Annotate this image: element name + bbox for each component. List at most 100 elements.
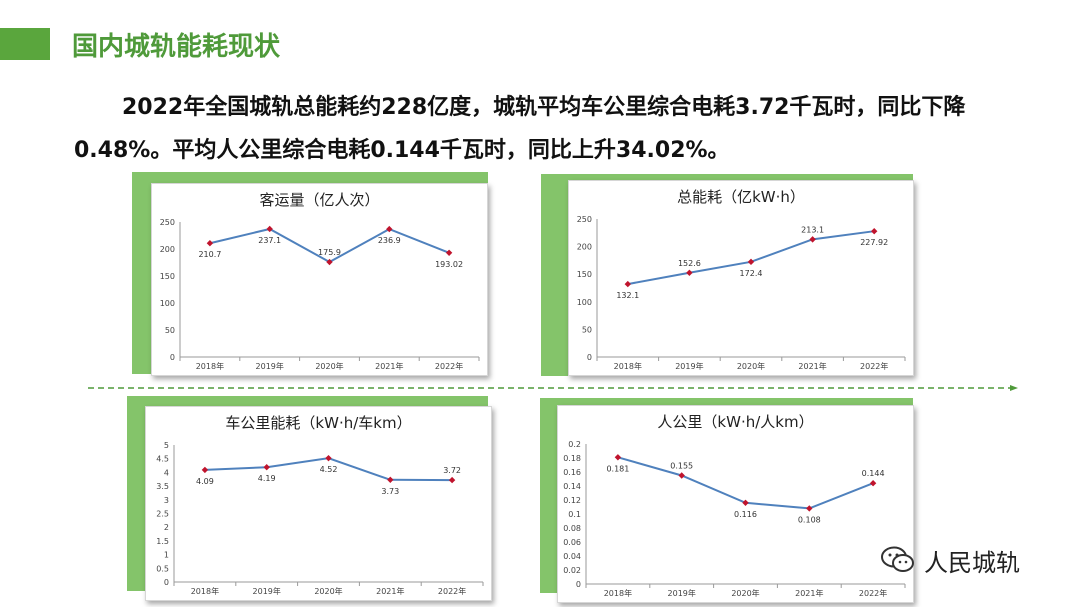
y-tick-label: 0.14 (563, 482, 581, 491)
y-tick-label: 250 (577, 215, 592, 224)
y-tick-label: 4 (164, 468, 169, 477)
y-tick-label: 5 (164, 441, 169, 450)
y-tick-label: 0.1 (568, 510, 581, 519)
x-tick-label: 2022年 (438, 586, 466, 596)
chart-car-km-energy: 车公里能耗（kW·h/车km） 0 0.5 1 1.5 2 2.5 3 3.5 4 4.5 5 2018… (156, 414, 484, 596)
data-label: 210.7 (198, 250, 221, 259)
data-point (747, 258, 755, 266)
y-tick-label: 0.18 (563, 454, 581, 463)
summary-line-2: 0.48%。平均人公里综合电耗0.144千瓦时，同比上升34.02%。 (74, 138, 730, 163)
data-point (686, 269, 693, 276)
y-tick-label: 1 (164, 551, 169, 560)
data-label: 237.1 (258, 236, 281, 245)
data-label: 236.9 (378, 236, 401, 245)
data-label: 0.116 (734, 510, 757, 519)
data-point (678, 472, 685, 479)
x-tick-label: 2020年 (731, 588, 759, 598)
data-label: 193.02 (435, 260, 463, 269)
x-tick-label: 2018年 (191, 586, 219, 596)
y-tick-label: 200 (577, 243, 592, 252)
y-tick-label: 100 (160, 299, 175, 308)
data-label: 0.155 (670, 462, 693, 471)
chart-total-energy: 总能耗（亿kW·h） 0 50 100 150 200 250 2018年 2019年 2020年… (577, 188, 906, 371)
data-label: 3.72 (443, 466, 461, 475)
x-tick-label: 2022年 (859, 588, 887, 598)
x-tick-label: 2021年 (375, 361, 403, 371)
y-tick-label: 3.5 (156, 482, 169, 491)
y-tick-label: 50 (582, 325, 592, 334)
data-point (445, 249, 453, 256)
data-label: 0.181 (606, 464, 629, 473)
chart-card-person-km-energy: 人公里（kW·h/人km） 0 0.02 0.04 0.06 0.08 0.1 0.12 0.1… (557, 405, 914, 603)
data-label: 4.52 (320, 465, 338, 474)
data-point (266, 225, 273, 233)
chart-passenger-volume: 客运量（亿人次） 0 50 100 150 200 250 2018年 2019年 2020年 20… (160, 191, 480, 371)
data-point (871, 227, 878, 235)
y-tick-label: 0 (164, 578, 169, 587)
chart-title: 人公里（kW·h/人km） (657, 413, 813, 431)
chart-card-car-km-energy: 车公里能耗（kW·h/车km） 0 0.5 1 1.5 2 2.5 3 3.5 4 4.5 5 2018… (145, 406, 492, 601)
y-tick-label: 2.5 (156, 510, 169, 519)
y-tick-label: 200 (160, 245, 175, 254)
data-point (206, 240, 214, 247)
chart-card-total-energy: 总能耗（亿kW·h） 0 50 100 150 200 250 2018年 2019年 2020年… (568, 180, 914, 376)
chart-title: 客运量（亿人次） (259, 191, 379, 209)
y-tick-label: 50 (165, 326, 175, 335)
x-tick-label: 2020年 (315, 361, 343, 371)
y-tick-label: 0.16 (563, 468, 581, 477)
x-tick-label: 2019年 (253, 586, 281, 596)
y-tick-label: 4.5 (156, 455, 169, 464)
data-point (263, 463, 270, 471)
x-tick-label: 2019年 (256, 361, 284, 371)
x-tick-label: 2018年 (604, 588, 632, 598)
wechat-icon (880, 545, 916, 575)
data-point (809, 236, 816, 243)
y-tick-label: 0.12 (563, 496, 581, 505)
data-point (448, 476, 456, 484)
x-tick-label: 2020年 (314, 586, 342, 596)
data-label: 4.19 (258, 474, 276, 483)
data-label: 4.09 (196, 477, 214, 486)
data-label: 172.4 (740, 269, 763, 278)
data-label: 0.108 (798, 515, 821, 524)
data-point (325, 454, 332, 462)
data-label: 227.92 (860, 238, 888, 247)
x-tick-label: 2018年 (196, 361, 224, 371)
x-tick-label: 2021年 (795, 588, 823, 598)
chart-title: 车公里能耗（kW·h/车km） (225, 414, 411, 432)
data-label: 152.6 (678, 259, 701, 268)
data-label: 175.9 (318, 248, 341, 257)
x-tick-label: 2021年 (798, 361, 826, 371)
data-point (201, 466, 209, 474)
data-label: 0.144 (862, 469, 885, 478)
slide-title: 国内城轨能耗现状 (72, 32, 281, 62)
data-point (624, 280, 631, 288)
y-tick-label: 0.02 (563, 566, 581, 575)
y-tick-label: 0 (576, 580, 581, 589)
y-tick-label: 0.04 (563, 552, 581, 561)
y-tick-label: 0.06 (563, 538, 581, 547)
y-tick-label: 0.2 (568, 440, 581, 449)
x-tick-label: 2022年 (435, 361, 463, 371)
dashed-arrow-divider (88, 385, 1018, 391)
summary-line-1: 2022年全国城轨总能耗约228亿度，城轨平均车公里综合电耗3.72千瓦时，同比… (122, 95, 966, 120)
x-tick-label: 2020年 (737, 361, 765, 371)
y-tick-label: 3 (164, 496, 169, 505)
data-point (326, 258, 333, 266)
data-point (742, 499, 749, 506)
chart-title: 总能耗（亿kW·h） (677, 188, 805, 206)
x-tick-label: 2018年 (614, 361, 642, 371)
y-tick-label: 250 (160, 218, 175, 227)
chart-card-passenger-volume: 客运量（亿人次） 0 50 100 150 200 250 2018年 2019年 2020年 20… (151, 183, 488, 376)
data-point (387, 476, 394, 483)
data-point (869, 480, 877, 487)
watermark-text: 人民城轨 (924, 548, 1020, 577)
y-tick-label: 1.5 (156, 537, 169, 546)
data-point (806, 505, 813, 512)
data-label: 213.1 (801, 225, 824, 234)
data-label: 132.1 (616, 291, 639, 300)
title-accent-bar (0, 28, 50, 60)
x-tick-label: 2022年 (860, 361, 888, 371)
y-tick-label: 0.5 (156, 564, 169, 573)
y-tick-label: 2 (164, 523, 169, 532)
